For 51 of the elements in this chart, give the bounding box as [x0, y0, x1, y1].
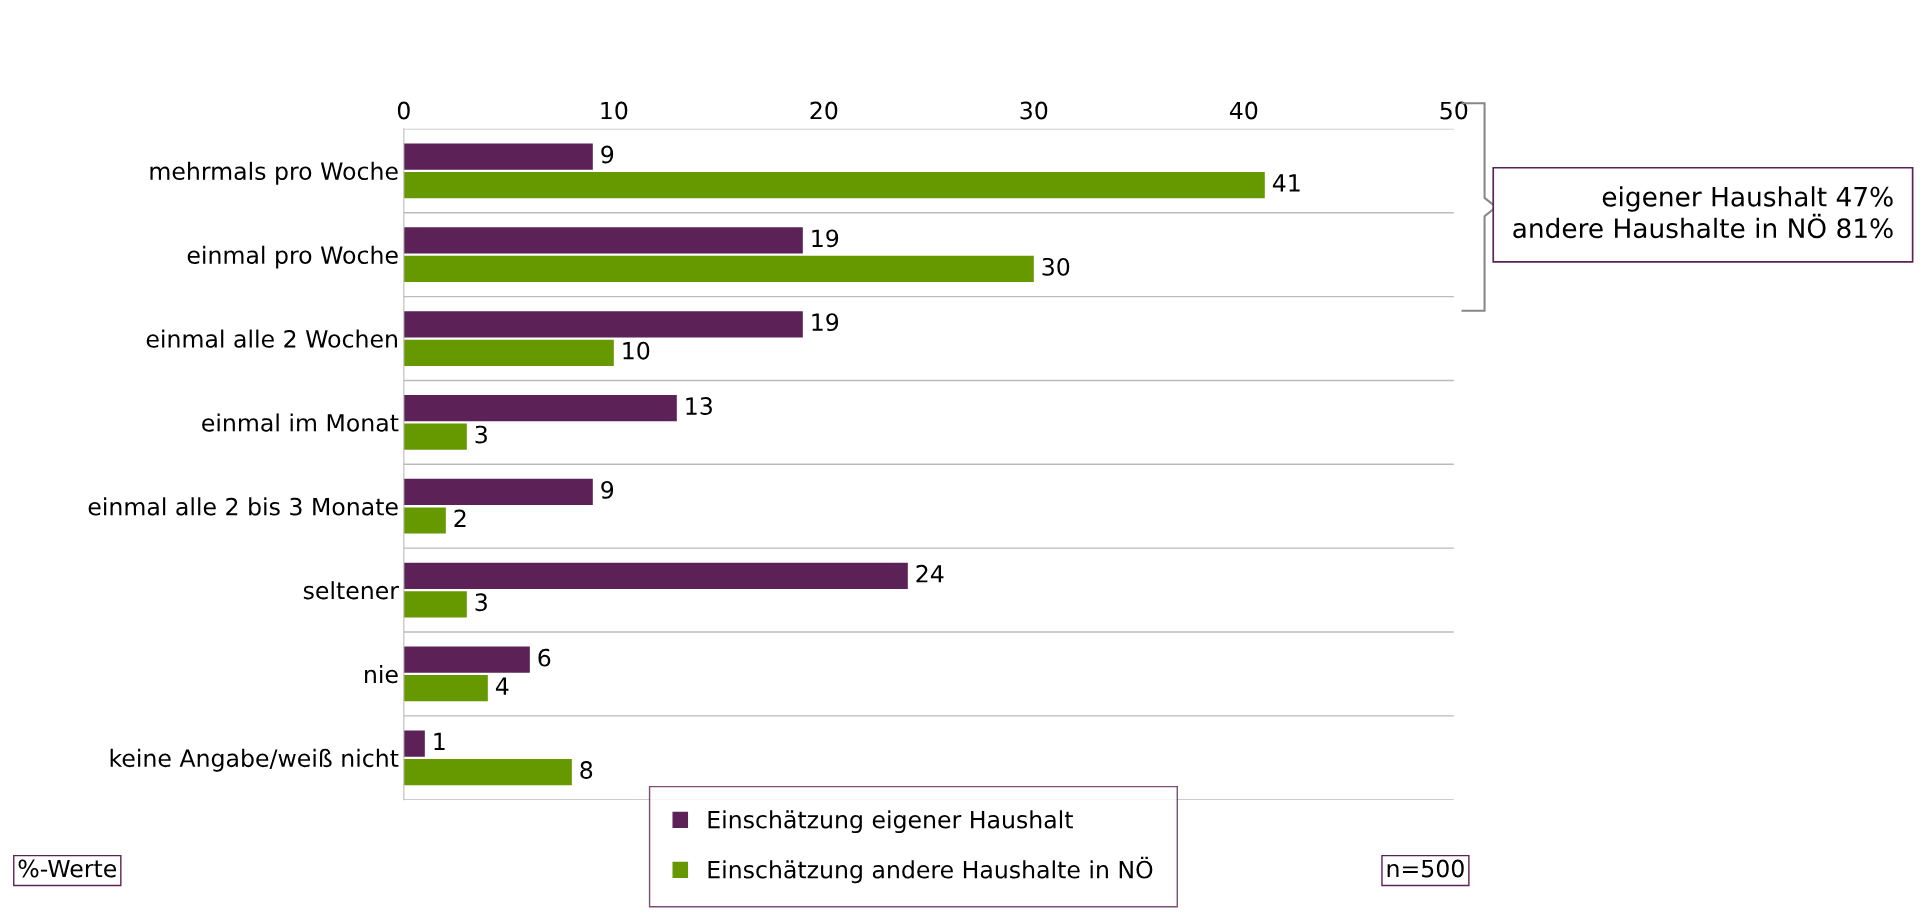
x-tick-label: 40 [1229, 101, 1258, 120]
legend-label: Einschätzung eigener Haushalt [708, 810, 1073, 834]
x-tick-label: 30 [1020, 101, 1048, 120]
bar [403, 423, 467, 450]
data-label: 24 [916, 564, 944, 583]
x-tick-label: 50 [1440, 101, 1468, 120]
data-label: 41 [1272, 174, 1300, 192]
data-label: 4 [495, 677, 509, 695]
bar [403, 171, 1265, 199]
data-label: 19 [812, 229, 839, 248]
data-label: 9 [601, 480, 614, 499]
x-tick-label: 10 [601, 101, 628, 120]
text: eigener Haushalt 47% andere Haushalte in NÖ 81% [1513, 186, 1893, 239]
y-tick-label: nie [365, 664, 398, 684]
bar [403, 507, 446, 534]
bar [403, 311, 803, 338]
bar [403, 395, 677, 422]
bar [403, 478, 593, 506]
y-tick-label: einmal alle 2 Wochen [146, 329, 397, 348]
bar [403, 562, 908, 589]
x-tick-label: 0 [397, 101, 410, 120]
data-label: 30 [1042, 257, 1070, 276]
data-label: 6 [538, 648, 551, 667]
data-label: 10 [623, 341, 650, 360]
y-tick-label: einmal alle 2 bis 3 Monate [88, 497, 398, 516]
bar [403, 758, 572, 786]
text: %-Werte [18, 859, 117, 878]
y-tick-label: einmal pro Woche [187, 245, 398, 269]
bar [403, 143, 593, 170]
bar [403, 255, 1034, 283]
bar [403, 646, 530, 673]
data-label: 3 [475, 593, 487, 612]
text: n=500 [1387, 859, 1464, 878]
legend-label: Einschätzung andere Haushalte in NÖ [708, 856, 1153, 884]
data-label: 8 [580, 761, 593, 779]
bar [403, 730, 425, 757]
data-label: 3 [475, 425, 487, 444]
y-tick-label: seltener [303, 581, 399, 600]
y-tick-label: einmal im Monat [202, 413, 399, 432]
bar [403, 339, 614, 366]
data-label: 9 [601, 145, 614, 164]
y-tick-label: keine Angabe/weiß nicht [110, 748, 399, 772]
x-tick-label: 20 [810, 101, 838, 120]
data-label: 2 [454, 509, 466, 528]
bar [403, 675, 488, 702]
y-tick-label: mehrmals pro Woche [150, 161, 398, 185]
data-label: 19 [812, 313, 839, 332]
data-label: 1 [434, 732, 445, 751]
bar [403, 591, 467, 618]
data-label: 13 [686, 397, 712, 415]
bar [403, 227, 803, 254]
